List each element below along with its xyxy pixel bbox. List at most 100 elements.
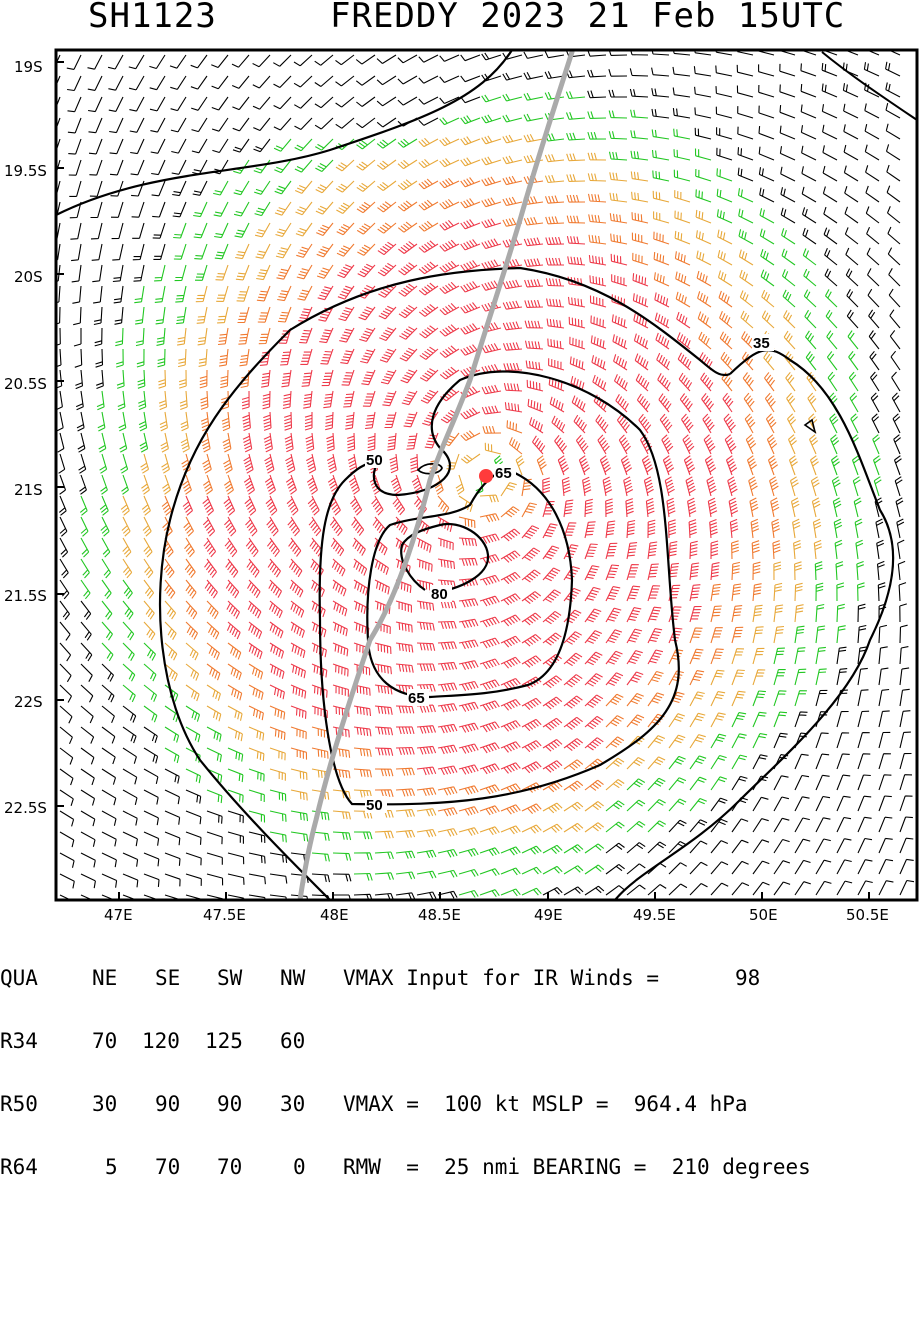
wind-barb — [101, 873, 118, 888]
wind-barb — [542, 632, 562, 646]
wind-barb — [895, 497, 904, 518]
wind-barb — [565, 112, 586, 120]
wind-barb — [227, 684, 243, 701]
wind-barb — [101, 684, 115, 703]
wind-barb — [626, 820, 646, 833]
wind-barb — [698, 331, 712, 350]
wind-barb — [59, 831, 75, 848]
wind-barb — [542, 739, 563, 752]
wind-barb — [668, 541, 678, 560]
ne-header: NE — [92, 966, 118, 990]
wind-barb — [563, 631, 582, 645]
wind-barb — [101, 831, 117, 847]
wind-barb — [521, 740, 542, 753]
wind-barb — [674, 210, 691, 224]
wind-barb — [521, 612, 542, 626]
wind-barb — [677, 352, 692, 371]
wind-barb — [293, 75, 313, 88]
wind-barb — [629, 88, 649, 98]
wind-barb — [273, 54, 292, 67]
wind-barb — [273, 96, 292, 110]
wind-barb — [831, 476, 841, 497]
wind-barb — [739, 290, 754, 308]
wind-barb — [631, 191, 649, 203]
wind-barb — [566, 132, 586, 141]
wind-barb — [311, 579, 325, 598]
wind-barb — [248, 684, 264, 700]
wind-barb — [695, 209, 712, 224]
wind-barb — [675, 291, 691, 308]
wind-barb — [709, 518, 718, 539]
wind-barb — [164, 831, 181, 846]
wind-barb — [269, 705, 286, 720]
wind-barb — [458, 764, 479, 775]
wind-barb — [787, 413, 797, 434]
wind-barb — [481, 176, 502, 187]
wind-barb — [563, 780, 584, 792]
wind-barb — [185, 705, 201, 722]
wind-barb — [269, 873, 288, 884]
wind-barb — [92, 264, 103, 283]
wind-barb — [638, 413, 652, 434]
wind-barb — [659, 413, 673, 434]
wind-barb — [864, 123, 880, 140]
wind-barb — [823, 227, 838, 245]
wind-barb — [76, 411, 85, 432]
wind-barb — [887, 247, 901, 266]
wind-barb — [374, 830, 394, 839]
wind-barb — [154, 264, 166, 282]
wind-barb — [626, 799, 646, 812]
wind-barb — [416, 828, 437, 838]
wind-barb — [416, 683, 436, 692]
wind-barb — [233, 180, 250, 196]
wind-barb — [710, 733, 727, 749]
wind-barb — [353, 558, 368, 576]
wind-barb — [779, 146, 796, 161]
wind-barb — [605, 498, 614, 518]
wind-barb — [508, 437, 523, 455]
wind-barb — [568, 316, 586, 329]
wind-barb — [206, 663, 221, 681]
wind-barb — [561, 476, 571, 497]
wind-barb — [822, 186, 838, 203]
wind-barb — [109, 138, 124, 155]
wind-barb — [794, 625, 805, 644]
wind-barb — [868, 309, 880, 329]
wind-barb — [479, 868, 500, 877]
wind-barb — [56, 348, 62, 368]
wind-barb — [899, 688, 910, 707]
wind-barb — [59, 768, 74, 786]
wind-barb — [248, 852, 266, 864]
wind-barb — [605, 715, 624, 728]
storm-info: FREDDY 2023 21 Feb 15UTC — [330, 0, 846, 36]
wind-barb — [626, 692, 644, 707]
wind-barb — [78, 453, 87, 474]
wind-barb — [544, 71, 565, 80]
wind-barb — [899, 816, 913, 833]
wind-barb — [781, 269, 796, 287]
wind-barb — [702, 413, 715, 434]
wind-barb — [122, 558, 133, 579]
wind-barb — [237, 306, 250, 324]
wind-barb — [794, 582, 803, 602]
wind-barb — [727, 476, 738, 497]
wind-barb — [584, 694, 604, 708]
wind-barb — [332, 684, 349, 697]
wind-barb — [563, 801, 584, 812]
wind-barb — [198, 348, 208, 367]
wind-barb — [871, 413, 880, 434]
wind-barb — [557, 455, 570, 476]
wind-barb — [825, 309, 838, 329]
wind-barb — [689, 691, 705, 707]
wind-barb — [353, 872, 373, 881]
wind-barb — [710, 562, 720, 581]
wind-barb — [353, 810, 373, 819]
wind-barb — [73, 328, 82, 347]
wind-barb — [759, 187, 775, 203]
wind-barb — [651, 149, 670, 161]
wind-barb — [184, 537, 195, 558]
wind-barb — [235, 243, 250, 260]
wind-barb — [122, 768, 138, 785]
wind-barb — [587, 131, 607, 140]
wind-barb — [794, 753, 809, 770]
